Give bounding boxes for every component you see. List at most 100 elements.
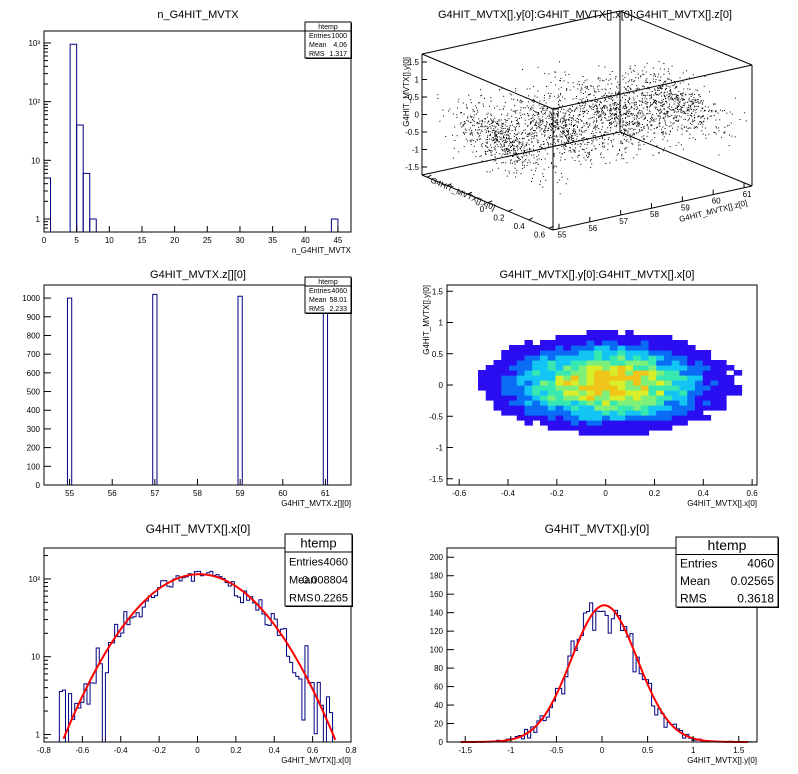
- x-tick-label: 0.8: [345, 746, 357, 755]
- scatter-point: [581, 84, 583, 86]
- heatmap-cell: [640, 415, 650, 421]
- heatmap-cell: [509, 405, 518, 411]
- scatter-point: [532, 130, 534, 131]
- scatter-point: [499, 153, 501, 155]
- scatter-point: [617, 115, 619, 117]
- scatter-point: [593, 88, 595, 90]
- scatter-point: [629, 103, 631, 105]
- y-tick-label: 0: [439, 381, 444, 390]
- scatter-point: [550, 163, 552, 165]
- scatter-point: [654, 132, 656, 134]
- scatter-point: [534, 111, 536, 112]
- scatter-point: [495, 121, 497, 123]
- scatter-point: [510, 146, 512, 147]
- histogram-bin: [69, 43, 78, 232]
- scatter-point: [662, 118, 664, 119]
- scatter-point: [653, 101, 655, 102]
- heatmap-cell: [710, 360, 719, 366]
- scatter-point: [547, 142, 549, 144]
- scatter-point: [564, 149, 566, 150]
- scatter-point: [713, 131, 715, 133]
- heatmap-cell: [718, 360, 727, 366]
- scatter-point: [530, 169, 532, 171]
- heatmap-cell: [578, 340, 588, 346]
- scatter-point: [509, 143, 511, 145]
- scatter-point: [517, 153, 519, 154]
- scatter-point: [532, 115, 534, 117]
- scatter-point: [522, 101, 524, 103]
- scatter-point: [699, 102, 701, 104]
- scatter-point: [656, 145, 658, 147]
- scatter-point: [611, 71, 613, 72]
- scatter-point: [698, 106, 699, 107]
- scatter-point: [708, 133, 710, 135]
- heatmap-cell: [571, 335, 580, 341]
- scatter-point: [570, 151, 572, 153]
- scatter-point: [623, 113, 625, 115]
- scatter-point: [597, 78, 599, 80]
- scatter-point: [490, 113, 492, 115]
- scatter-point: [635, 102, 637, 104]
- heatmap-cell: [547, 360, 557, 366]
- scatter-point: [633, 97, 635, 99]
- heatmap-cell: [617, 385, 626, 391]
- heatmap-cell: [679, 385, 688, 391]
- histogram-outline: [44, 570, 351, 743]
- stats-value: 2.233: [329, 306, 347, 313]
- scatter-point: [470, 121, 472, 123]
- scatter-point: [495, 130, 497, 132]
- scatter-point: [467, 140, 469, 142]
- scatter-point: [534, 170, 536, 172]
- scatter-point: [628, 141, 630, 143]
- scatter-point: [556, 123, 558, 125]
- scatter-point: [618, 91, 620, 93]
- scatter-point: [668, 99, 670, 101]
- heatmap-cell: [563, 360, 572, 366]
- scatter-point: [521, 164, 523, 166]
- scatter-point: [650, 104, 652, 106]
- scatter-point: [656, 126, 658, 128]
- scatter-point: [633, 124, 634, 125]
- scatter-point: [642, 85, 644, 87]
- scatter-point: [544, 105, 546, 107]
- scatter-point: [663, 104, 665, 106]
- scatter-point: [604, 88, 606, 90]
- scatter-point: [570, 123, 572, 125]
- scatter-point: [516, 137, 517, 139]
- scatter-point: [661, 88, 663, 90]
- scatter-point: [625, 151, 627, 153]
- scatter-point: [552, 122, 554, 124]
- heatmap-cell: [671, 405, 681, 411]
- scatter-point: [467, 117, 469, 119]
- scatter-point: [663, 80, 665, 82]
- heatmap-cell: [664, 405, 673, 411]
- scatter-point: [658, 101, 660, 103]
- scatter-point: [577, 126, 578, 128]
- scatter-point: [592, 141, 594, 143]
- scatter-point: [515, 120, 517, 121]
- scatter-point: [600, 134, 602, 136]
- scatter-point: [486, 139, 488, 141]
- scatter-point: [577, 119, 579, 121]
- scatter-point: [677, 126, 679, 128]
- scatter-point: [497, 140, 499, 142]
- heatmap-cell: [695, 390, 704, 396]
- scatter-point: [567, 133, 569, 135]
- heatmap-cell: [617, 405, 626, 411]
- chart-title: G4HIT_MVTX.z[][0]: [150, 269, 246, 281]
- scatter-point: [553, 155, 555, 157]
- scatter-point: [537, 90, 539, 92]
- scatter-point: [557, 115, 559, 117]
- scatter-point: [573, 130, 575, 132]
- scatter-point: [666, 94, 668, 96]
- heatmap-cell: [640, 405, 650, 411]
- heatmap-cell: [509, 390, 518, 396]
- scatter-point: [552, 163, 554, 165]
- scatter-point: [573, 128, 575, 130]
- scatter-point: [513, 148, 515, 150]
- y-tick-label: 140: [430, 609, 444, 618]
- scatter-point: [463, 132, 465, 133]
- scatter-point: [632, 113, 634, 115]
- scatter-point: [652, 102, 654, 104]
- x-tick-label: 0: [603, 489, 608, 498]
